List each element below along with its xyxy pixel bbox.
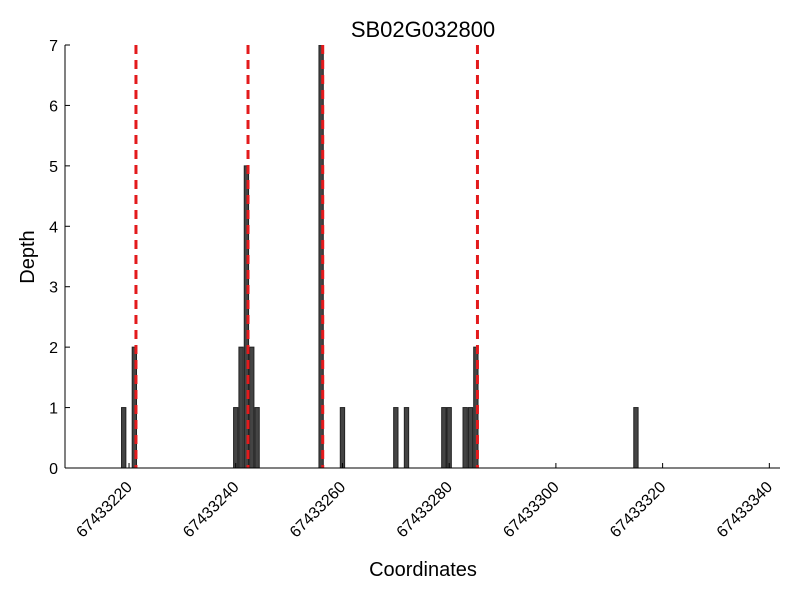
bar-3 — [238, 346, 244, 468]
x-axis-label: Coordinates — [369, 559, 477, 581]
x-tick-label-5: 67433320 — [607, 479, 669, 541]
bar-6 — [254, 407, 260, 468]
chart-title: SB02G032800 — [351, 17, 495, 42]
x-tick-label-6: 67433340 — [714, 479, 776, 541]
bar-2 — [233, 407, 239, 468]
bar-16 — [633, 407, 639, 468]
y-tick-label-1: 1 — [49, 401, 58, 418]
marker-lines — [134, 45, 479, 468]
x-tick-label-4: 67433300 — [500, 479, 562, 541]
y-tick-label-0: 0 — [49, 461, 58, 478]
bar-13 — [462, 407, 468, 468]
bar-8 — [339, 407, 346, 468]
x-tick-label-2: 67433260 — [287, 479, 349, 541]
bar-14 — [467, 407, 474, 468]
axes: 0 1 2 3 4 5 6 7 67433220 67433240 67433260 67433280… — [49, 38, 780, 541]
bar-10 — [403, 407, 410, 468]
y-tick-label-2: 2 — [49, 340, 58, 357]
bar-17 — [783, 408, 787, 468]
y-tick-label-7: 7 — [49, 38, 58, 55]
y-tick-label-3: 3 — [49, 280, 58, 297]
y-axis-label: Depth — [17, 230, 39, 283]
bar-12 — [446, 407, 452, 468]
bar-series — [121, 45, 787, 468]
x-tick-label-1: 67433240 — [180, 479, 242, 541]
x-tick-label-0: 67433220 — [74, 479, 136, 541]
bar-5 — [249, 346, 255, 468]
bar-9 — [393, 407, 399, 468]
bar-11 — [441, 407, 447, 468]
y-tick-label-4: 4 — [49, 219, 58, 236]
y-tick-label-6: 6 — [49, 98, 58, 115]
x-tick-label-3: 67433280 — [394, 479, 456, 541]
bar-0 — [121, 407, 127, 468]
y-tick-label-5: 5 — [49, 159, 58, 176]
